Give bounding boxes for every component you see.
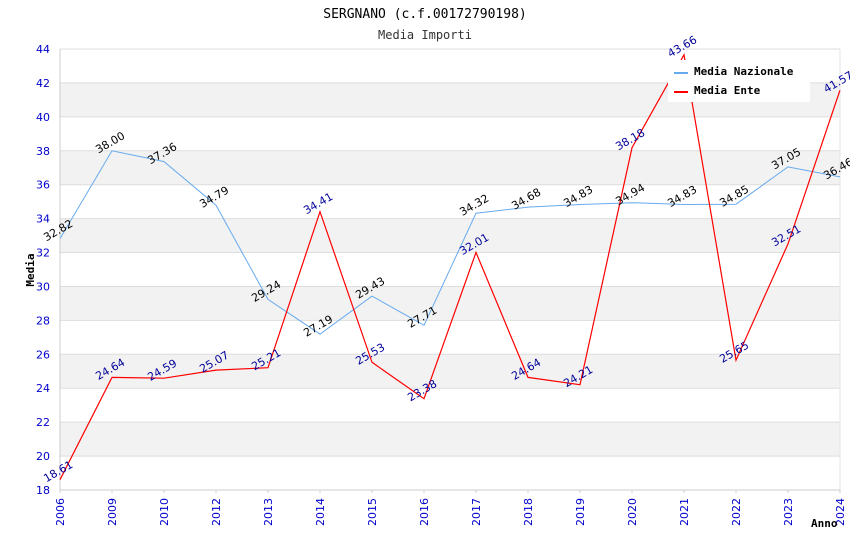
x-tick-label: 2012 [210, 498, 223, 526]
y-tick-label: 40 [36, 111, 50, 124]
x-tick-label: 2017 [470, 498, 483, 526]
grid-band [60, 150, 840, 185]
y-tick-label: 36 [36, 179, 50, 192]
y-tick-label: 26 [36, 348, 50, 361]
x-axis-ticks: 2006 2009 2010 2012 2013 2014 2015 2016 2017 2018… [54, 490, 847, 526]
x-tick-label: 2013 [262, 498, 275, 526]
x-tick-label: 2022 [730, 498, 743, 526]
x-tick-label: 2019 [574, 498, 587, 526]
legend-box [668, 60, 810, 102]
x-tick-label: 2021 [678, 498, 691, 526]
x-tick-label: 2006 [54, 498, 67, 526]
y-tick-label: 42 [36, 77, 50, 90]
y-tick-label: 44 [36, 43, 50, 56]
grid-bands [60, 49, 840, 490]
legend-label-ente: Media Ente [694, 84, 761, 97]
chart-subtitle: Media Importi [378, 28, 472, 42]
grid-band [60, 286, 840, 321]
y-tick-label: 38 [36, 145, 50, 158]
x-tick-label: 2015 [366, 498, 379, 526]
y-tick-label: 24 [36, 382, 50, 395]
x-tick-label: 2018 [522, 498, 535, 526]
x-tick-label: 2024 [834, 498, 847, 526]
y-axis-ticks: 18 20 22 24 26 28 30 32 34 36 38 40 42 44 [36, 43, 50, 497]
y-axis-label: Media [24, 253, 37, 286]
grid-band [60, 218, 840, 253]
x-tick-label: 2010 [158, 498, 171, 526]
grid-lines [59, 48, 841, 491]
x-tick-label: 2023 [782, 498, 795, 526]
y-tick-label: 32 [36, 247, 50, 260]
x-tick-label: 2020 [626, 498, 639, 526]
legend: Media Nazionale Media Ente [668, 60, 810, 102]
y-tick-label: 30 [36, 280, 50, 293]
x-tick-label: 2016 [418, 498, 431, 526]
legend-label-nazionale: Media Nazionale [694, 65, 794, 78]
series-lines [59, 53, 841, 480]
x-tick-label: 2009 [106, 498, 119, 526]
chart-title: SERGNANO (c.f.00172790198) [323, 7, 527, 22]
x-tick-label: 2014 [314, 498, 327, 526]
series-line-ente [59, 53, 841, 480]
x-axis-label: Anno [811, 517, 838, 530]
grid-band [60, 354, 840, 389]
y-tick-label: 34 [36, 213, 50, 226]
y-tick-label: 20 [36, 450, 50, 463]
grid-band [60, 422, 840, 457]
y-tick-label: 28 [36, 314, 50, 327]
y-tick-label: 18 [36, 484, 50, 497]
y-tick-label: 22 [36, 416, 50, 429]
